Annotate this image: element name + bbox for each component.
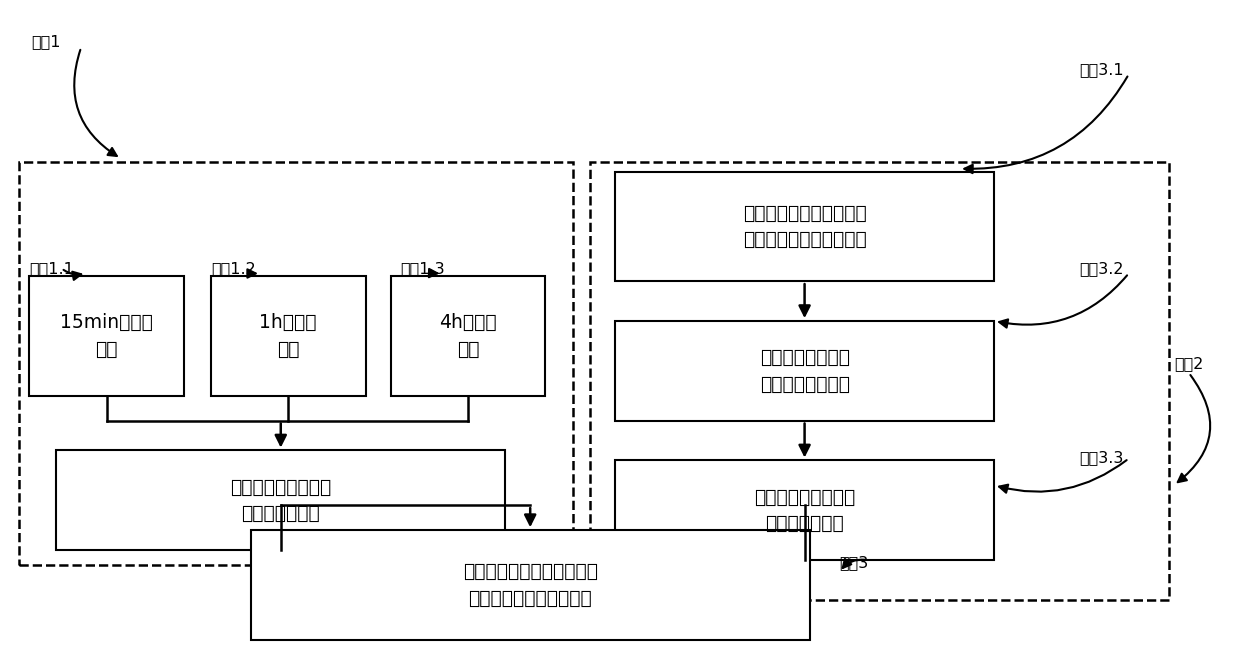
Bar <box>30 276 184 396</box>
Text: 风电预测误差标准
差与时间函数拟合: 风电预测误差标准 差与时间函数拟合 <box>760 348 849 394</box>
Text: 1h灵活性
供给: 1h灵活性 供给 <box>259 313 317 359</box>
Bar <box>56 450 505 550</box>
Text: 电力系统多时间尺度
灵活性供给模型: 电力系统多时间尺度 灵活性供给模型 <box>231 477 331 523</box>
Text: 电力系统多时间尺度
灵活性需求模型: 电力系统多时间尺度 灵活性需求模型 <box>754 488 856 533</box>
Text: 步骤2: 步骤2 <box>1174 356 1203 371</box>
Text: 步骤3.2: 步骤3.2 <box>1079 261 1123 276</box>
Text: 步骤3.3: 步骤3.3 <box>1079 450 1123 465</box>
Bar <box>250 530 810 640</box>
Text: 4h灵活性
供给: 4h灵活性 供给 <box>439 313 497 359</box>
Bar <box>391 276 546 396</box>
Text: 风电预测误差分析，常用
时间尺度误差标准差获取: 风电预测误差分析，常用 时间尺度误差标准差获取 <box>743 204 867 249</box>
Bar <box>211 276 366 396</box>
Bar <box>615 460 994 560</box>
Text: 步骤1.2: 步骤1.2 <box>211 261 255 276</box>
Text: 步骤3.1: 步骤3.1 <box>1079 62 1123 77</box>
Bar <box>20 161 573 565</box>
Text: 步骤3: 步骤3 <box>839 555 869 570</box>
Text: 步骤1.3: 步骤1.3 <box>401 261 445 276</box>
Text: 步骤1: 步骤1 <box>31 35 61 49</box>
Text: 考虑多时间尺度灵活性约束
的含风电并网机组合模型: 考虑多时间尺度灵活性约束 的含风电并网机组合模型 <box>463 562 598 607</box>
Text: 15min灵活性
供给: 15min灵活性 供给 <box>61 313 153 359</box>
Bar <box>590 161 1169 600</box>
Bar <box>615 172 994 281</box>
Text: 步骤1.1: 步骤1.1 <box>30 261 74 276</box>
Bar <box>615 321 994 421</box>
